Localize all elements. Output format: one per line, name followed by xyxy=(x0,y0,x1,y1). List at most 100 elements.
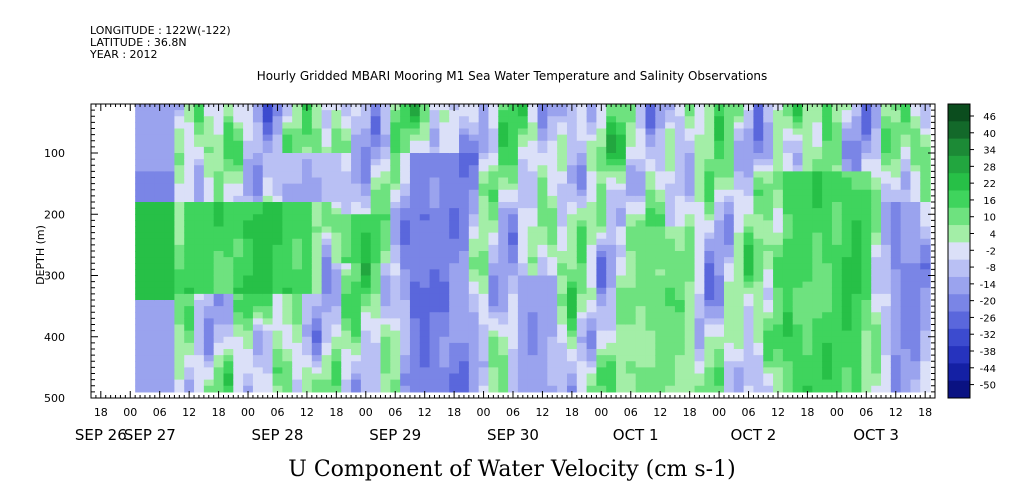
heatmap-cell xyxy=(576,116,588,123)
heatmap-cell xyxy=(243,330,254,338)
heatmap-cell xyxy=(674,361,686,368)
heatmap-cell xyxy=(311,349,323,356)
heatmap-cell xyxy=(881,110,892,117)
heatmap-cell xyxy=(478,134,490,142)
heatmap-cell xyxy=(292,183,303,191)
heatmap-cell xyxy=(184,134,195,142)
heatmap-cell xyxy=(370,293,382,301)
heatmap-cell xyxy=(557,324,568,332)
heatmap-cell xyxy=(282,202,293,209)
heatmap-cell xyxy=(243,146,254,154)
heatmap-cell xyxy=(311,324,323,332)
heatmap-cell xyxy=(360,312,372,319)
heatmap-cell xyxy=(174,275,185,283)
heatmap-cell xyxy=(498,257,509,264)
heatmap-cell xyxy=(871,373,882,381)
heatmap-cell xyxy=(645,349,656,356)
heatmap-cell xyxy=(871,165,882,172)
heatmap-cell xyxy=(351,146,362,154)
heatmap-cell xyxy=(233,355,244,362)
heatmap-cell xyxy=(302,269,313,277)
colorbar-swatch xyxy=(948,363,970,382)
heatmap-cell xyxy=(851,177,862,185)
heatmap-cell xyxy=(331,122,342,130)
heatmap-cell xyxy=(606,226,617,234)
heatmap-cell xyxy=(311,122,323,130)
heatmap-cell xyxy=(252,306,264,313)
heatmap-cell xyxy=(674,177,686,185)
heatmap-cell xyxy=(233,238,244,246)
heatmap-cell xyxy=(429,263,440,270)
heatmap-cell xyxy=(655,287,666,295)
heatmap-cell xyxy=(753,244,764,252)
heatmap-cell xyxy=(135,257,146,264)
heatmap-cell xyxy=(773,361,784,368)
heatmap-cell xyxy=(164,275,176,283)
heatmap-cell xyxy=(527,140,539,148)
heatmap-cell xyxy=(380,128,391,136)
heatmap-cell xyxy=(262,373,274,381)
heatmap-cell xyxy=(223,306,234,313)
heatmap-cell xyxy=(645,220,656,228)
heatmap-cell xyxy=(684,171,696,179)
heatmap-cell xyxy=(174,355,185,362)
heatmap-cell xyxy=(144,324,156,332)
heatmap-cell xyxy=(203,165,215,172)
heatmap-cell xyxy=(203,110,215,117)
heatmap-cell xyxy=(174,361,185,368)
heatmap-cell xyxy=(812,385,823,393)
heatmap-cell xyxy=(704,128,715,136)
heatmap-cell xyxy=(566,324,578,332)
heatmap-cell xyxy=(763,140,774,148)
heatmap-cell xyxy=(517,177,529,185)
heatmap-cell xyxy=(537,373,548,381)
heatmap-cell xyxy=(135,251,146,258)
heatmap-cell xyxy=(782,232,794,240)
heatmap-cell xyxy=(370,349,382,356)
colorbar-label: 16 xyxy=(983,196,996,207)
heatmap-cell xyxy=(419,300,431,307)
heatmap-cell xyxy=(802,122,813,130)
heatmap-cell xyxy=(773,159,784,166)
heatmap-cell xyxy=(174,251,185,258)
x-hour-label: 00 xyxy=(477,406,491,419)
heatmap-cell xyxy=(881,146,892,154)
heatmap-cell xyxy=(174,244,185,252)
heatmap-cell xyxy=(272,195,283,203)
heatmap-cell xyxy=(468,361,480,368)
heatmap-cell xyxy=(439,275,450,283)
heatmap-cell xyxy=(753,269,764,277)
heatmap-cell xyxy=(213,208,225,215)
heatmap-cell xyxy=(419,373,431,381)
heatmap-cell xyxy=(773,208,784,215)
heatmap-cell xyxy=(812,238,823,246)
heatmap-cell xyxy=(154,263,166,270)
heatmap-cell xyxy=(292,385,303,393)
heatmap-cell xyxy=(380,349,391,356)
heatmap-cell xyxy=(557,336,568,344)
heatmap-cell xyxy=(184,300,195,307)
heatmap-cell xyxy=(851,116,862,123)
heatmap-cell xyxy=(822,183,833,191)
heatmap-cell xyxy=(616,306,627,313)
heatmap-cell xyxy=(292,110,303,117)
heatmap-cell xyxy=(302,177,313,185)
heatmap-cell xyxy=(900,385,912,393)
heatmap-cell xyxy=(861,355,872,362)
heatmap-cell xyxy=(498,263,509,270)
heatmap-cell xyxy=(184,251,195,258)
heatmap-cell xyxy=(203,214,215,221)
heatmap-cell xyxy=(910,361,921,368)
heatmap-cell xyxy=(449,122,460,130)
heatmap-cell xyxy=(861,244,872,252)
heatmap-cell xyxy=(625,171,637,179)
heatmap-cell xyxy=(174,226,185,234)
heatmap-cell xyxy=(537,306,548,313)
heatmap-cell xyxy=(900,140,912,148)
heatmap-cell xyxy=(243,373,254,381)
heatmap-cell xyxy=(409,257,421,264)
heatmap-cell xyxy=(370,226,382,234)
heatmap-cell xyxy=(527,275,539,283)
heatmap-cell xyxy=(311,300,323,307)
